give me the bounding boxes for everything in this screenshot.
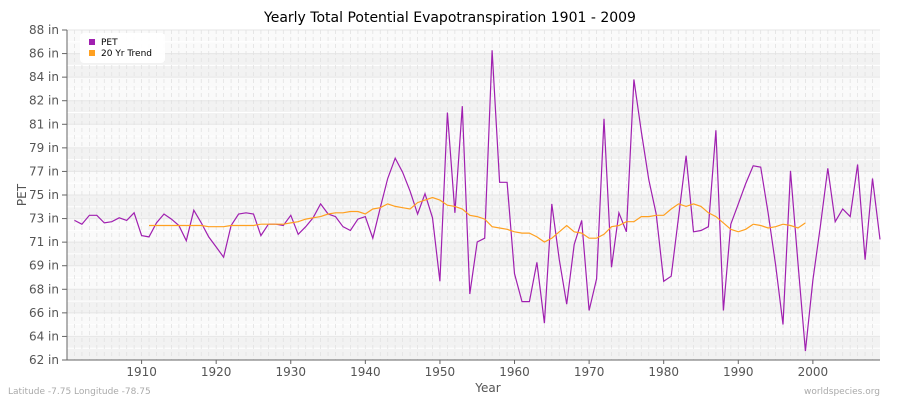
x-tick-label: 1940 — [350, 365, 381, 379]
y-tick-label: 71 in — [29, 235, 59, 249]
y-tick-label: 81 in — [29, 117, 59, 131]
x-tick-label: 1970 — [574, 365, 605, 379]
legend-swatch-trend — [89, 50, 95, 56]
x-tick-label: 1910 — [126, 365, 157, 379]
y-tick-label: 86 in — [29, 47, 59, 61]
y-tick-label: 84 in — [29, 70, 59, 84]
y-tick-label: 69 in — [29, 259, 59, 273]
y-tick-label: 77 in — [29, 164, 59, 178]
y-tick-label: 64 in — [29, 329, 59, 343]
x-tick-label: 1920 — [201, 365, 232, 379]
legend-swatch-pet — [89, 39, 95, 45]
y-tick-label: 66 in — [29, 306, 59, 320]
legend: PET 20 Yr Trend — [80, 33, 165, 63]
y-tick-label: 75 in — [29, 188, 59, 202]
x-tick-label: 1990 — [723, 365, 754, 379]
y-tick-label: 82 in — [29, 94, 59, 108]
y-tick-label: 88 in — [29, 23, 59, 37]
y-tick-label: 68 in — [29, 282, 59, 296]
y-tick-label: 62 in — [29, 353, 59, 367]
x-tick-label: 1980 — [648, 365, 679, 379]
x-tick-label: 1930 — [275, 365, 306, 379]
y-tick-label: 79 in — [29, 141, 59, 155]
x-tick-label: 2000 — [798, 365, 829, 379]
x-tick-label: 1960 — [499, 365, 530, 379]
x-tick-label: 1950 — [425, 365, 456, 379]
chart-title: Yearly Total Potential Evapotranspiratio… — [263, 10, 636, 26]
footer-coordinates: Latitude -7.75 Longitude -78.75 — [8, 387, 151, 397]
footer-source: worldspecies.org — [804, 387, 880, 397]
legend-label-pet: PET — [101, 38, 118, 48]
y-axis-label: PET — [15, 183, 29, 206]
x-axis-label: Year — [474, 381, 500, 395]
legend-label-trend: 20 Yr Trend — [101, 49, 152, 59]
y-tick-label: 73 in — [29, 212, 59, 226]
